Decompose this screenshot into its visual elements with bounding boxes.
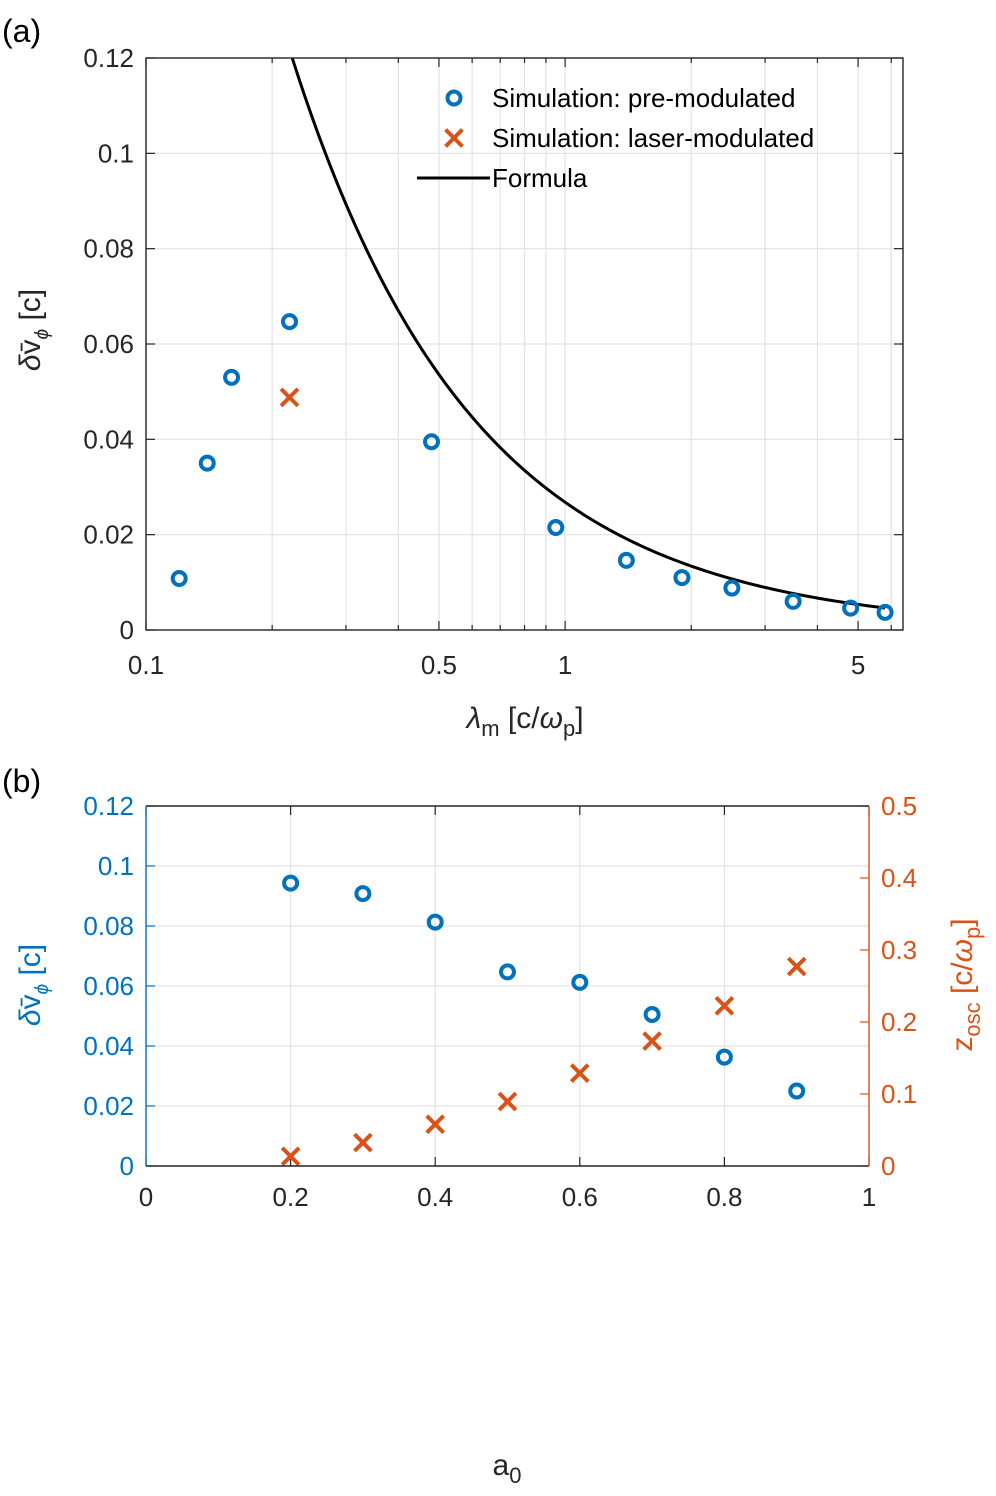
panel-a-ylabel: δv̄ϕ [c]: [14, 289, 53, 371]
x-tick-label: 1: [862, 1182, 876, 1212]
panel-b-ylabel-right: zosc [c/ωp]: [946, 918, 985, 1051]
y-left-tick-label: 0.04: [83, 1031, 134, 1061]
point-dv-phi: [788, 1082, 806, 1100]
panel-a-label: (a): [2, 13, 41, 49]
legend-item-laser-modulated: Simulation: laser-modulated: [444, 123, 814, 153]
y-right-tick-label: 0.1: [881, 1079, 917, 1109]
point-dv-phi: [426, 913, 444, 931]
point-pre-modulated: [784, 592, 802, 610]
x-tick-label: 0.2: [273, 1182, 309, 1212]
y-tick-label: 0.12: [83, 43, 134, 73]
y-right-tick-label: 0.5: [881, 791, 917, 821]
point-pre-modulated: [547, 519, 565, 537]
point-dv-phi: [282, 874, 300, 892]
point-dv-phi: [643, 1006, 661, 1023]
point-z-osc: [569, 1063, 590, 1083]
y-tick-label: 0.02: [83, 520, 134, 550]
y-left-tick-label: 0.02: [83, 1091, 134, 1121]
point-z-osc: [353, 1132, 373, 1153]
y-left-tick-label: 0.08: [83, 911, 134, 941]
point-z-osc: [497, 1091, 518, 1112]
point-pre-modulated: [617, 551, 635, 569]
legend-marker-x: [444, 128, 464, 148]
y-tick-label: 0.08: [83, 234, 134, 264]
y-right-tick-label: 0.3: [881, 935, 917, 965]
point-dv-phi: [499, 963, 516, 981]
legend-marker-circle: [445, 89, 463, 107]
point-dv-phi: [571, 973, 589, 991]
y-tick-label: 0.04: [83, 424, 134, 454]
panel-b-xlabel: a0: [493, 1449, 522, 1488]
panel-b-ticks: 0 0.2 0.4 0.6 0.8 100.020.040.060.080.10.1200…: [83, 791, 917, 1212]
x-tick-label: 1: [558, 650, 572, 680]
legend-item-pre-modulated: Simulation: pre-modulated: [445, 83, 796, 113]
svg-text:zosc [c/ωp]: zosc [c/ωp]: [946, 918, 985, 1051]
y-left-tick-label: 0.12: [83, 791, 134, 821]
svg-text:δv̄ϕ [c]: δv̄ϕ [c]: [14, 944, 53, 1026]
point-laser-modulated: [279, 387, 300, 408]
y-left-tick-label: 0.1: [98, 851, 134, 881]
y-tick-label: 0: [120, 615, 134, 645]
point-dv-phi: [715, 1048, 733, 1066]
panel-b-ylabel-left: δv̄ϕ [c]: [14, 944, 53, 1026]
point-pre-modulated: [223, 368, 241, 386]
y-tick-label: 0.1: [98, 138, 134, 168]
y-left-tick-label: 0: [120, 1151, 134, 1181]
y-right-tick-label: 0: [881, 1151, 895, 1181]
point-pre-modulated: [842, 599, 860, 617]
y-right-tick-label: 0.4: [881, 863, 917, 893]
legend-label-pre-modulated: Simulation: pre-modulated: [492, 83, 796, 113]
panel-a-frame: [145, 57, 904, 631]
point-pre-modulated: [723, 579, 741, 597]
panel-b-points: [280, 874, 807, 1167]
point-dv-phi: [354, 885, 372, 903]
legend-label-formula: Formula: [492, 163, 588, 193]
panel-a-legend: Simulation: pre-modulated Simulation: la…: [417, 83, 814, 193]
panel-b: (b) 0 0.2 0.4 0.6 0.8 100.020.040.060.080.10.…: [2, 763, 985, 1488]
y-left-tick-label: 0.06: [83, 971, 134, 1001]
point-pre-modulated: [423, 433, 441, 451]
svg-text:δv̄ϕ [c]: δv̄ϕ [c]: [14, 289, 53, 371]
x-tick-label: 5: [851, 650, 865, 680]
x-tick-label: 0.4: [417, 1182, 453, 1212]
legend-label-laser-modulated: Simulation: laser-modulated: [492, 123, 814, 153]
legend-item-formula: Formula: [417, 163, 588, 193]
x-tick-label: 0.1: [128, 650, 164, 680]
x-tick-label: 0.6: [562, 1182, 598, 1212]
point-pre-modulated: [876, 603, 894, 621]
x-tick-label: 0.5: [421, 650, 457, 680]
point-pre-modulated: [281, 313, 299, 331]
panel-a: (a) 0 0.02 0.04 0.06 0.08 0.1 0.12 0.1 0.5 1 5 δv̄…: [2, 13, 904, 741]
panel-b-label: (b): [2, 763, 41, 799]
x-tick-label: 0: [139, 1182, 153, 1212]
panel-a-points: [170, 313, 894, 621]
point-z-osc: [714, 995, 735, 1016]
formula-curve: [290, 57, 886, 610]
panel-a-formula-layer: [290, 57, 886, 610]
point-z-osc: [280, 1146, 301, 1167]
panel-b-grid: [145, 805, 870, 1167]
point-pre-modulated: [673, 569, 691, 587]
point-z-osc: [786, 956, 807, 977]
point-z-osc: [425, 1114, 446, 1135]
point-pre-modulated: [198, 454, 216, 472]
panel-a-xlabel: λm [c/ωp]: [464, 702, 583, 741]
x-tick-label: 0.8: [706, 1182, 742, 1212]
point-z-osc: [642, 1031, 662, 1051]
y-right-tick-label: 0.2: [881, 1007, 917, 1037]
y-tick-label: 0.06: [83, 329, 134, 359]
point-pre-modulated: [170, 570, 188, 588]
